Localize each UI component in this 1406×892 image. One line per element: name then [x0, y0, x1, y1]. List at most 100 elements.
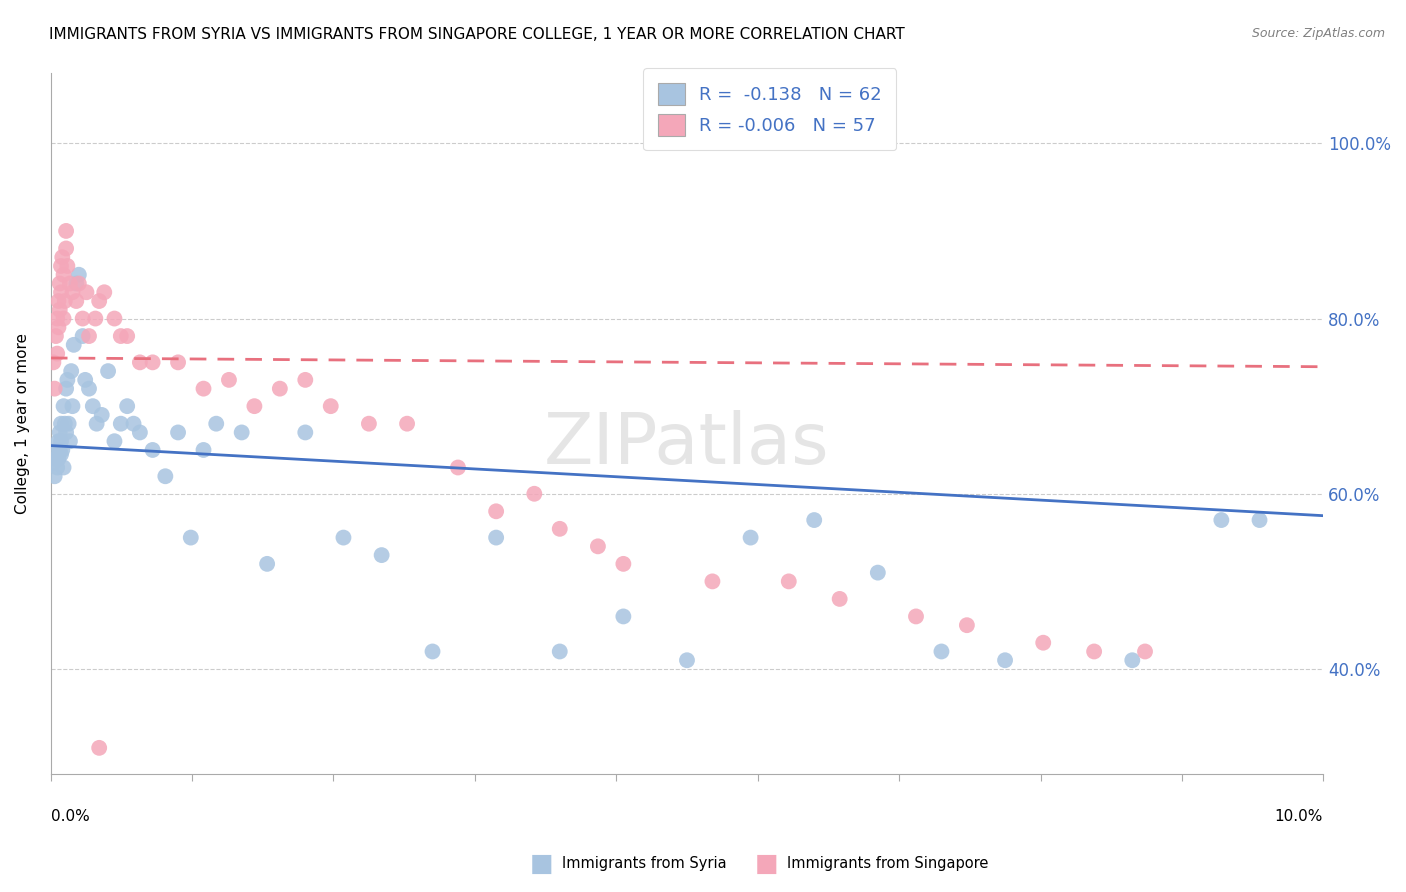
Point	[89, 293, 111, 308]
Point	[45, 451, 67, 466]
Point	[193, 442, 215, 457]
Point	[48, 451, 70, 466]
Point	[103, 311, 125, 326]
Point	[612, 557, 634, 571]
Point	[485, 504, 508, 518]
Point	[142, 355, 165, 369]
Point	[97, 364, 120, 378]
Point	[60, 364, 83, 378]
Point	[269, 382, 291, 396]
Point	[46, 460, 69, 475]
Point	[422, 644, 444, 658]
Point	[115, 399, 138, 413]
Point	[72, 311, 94, 326]
Text: ■: ■	[530, 852, 553, 875]
Point	[778, 574, 800, 589]
Point	[548, 644, 571, 658]
Legend: R =  -0.138   N = 62, R = -0.006   N = 57: R = -0.138 N = 62, R = -0.006 N = 57	[643, 69, 896, 150]
Point	[52, 460, 75, 475]
Point	[56, 259, 79, 273]
Point	[49, 434, 72, 449]
Point	[75, 373, 97, 387]
Point	[396, 417, 419, 431]
Point	[52, 399, 75, 413]
Point	[612, 609, 634, 624]
Point	[167, 425, 190, 440]
Point	[55, 382, 77, 396]
Point	[77, 329, 100, 343]
Point	[49, 417, 72, 431]
Point	[49, 447, 72, 461]
Point	[1032, 636, 1054, 650]
Point	[48, 434, 70, 449]
Point	[44, 382, 66, 396]
Point	[155, 469, 177, 483]
Point	[231, 425, 253, 440]
Text: Immigrants from Singapore: Immigrants from Singapore	[787, 856, 988, 871]
Point	[205, 417, 228, 431]
Point	[62, 285, 84, 300]
Point	[84, 311, 107, 326]
Point	[52, 268, 75, 282]
Text: ■: ■	[755, 852, 778, 875]
Point	[53, 293, 76, 308]
Point	[58, 417, 80, 431]
Point	[42, 355, 65, 369]
Point	[319, 399, 342, 413]
Point	[48, 277, 70, 291]
Text: IMMIGRANTS FROM SYRIA VS IMMIGRANTS FROM SINGAPORE COLLEGE, 1 YEAR OR MORE CORRE: IMMIGRANTS FROM SYRIA VS IMMIGRANTS FROM…	[49, 27, 905, 42]
Point	[447, 460, 470, 475]
Point	[931, 644, 953, 658]
Point	[103, 434, 125, 449]
Point	[46, 311, 69, 326]
Point	[90, 408, 112, 422]
Point	[115, 329, 138, 343]
Point	[370, 548, 392, 562]
Point	[994, 653, 1017, 667]
Point	[218, 373, 240, 387]
Point	[1249, 513, 1271, 527]
Point	[48, 442, 70, 457]
Point	[48, 293, 70, 308]
Point	[42, 456, 65, 470]
Point	[1211, 513, 1233, 527]
Point	[89, 740, 111, 755]
Text: 10.0%: 10.0%	[1275, 809, 1323, 824]
Point	[128, 355, 150, 369]
Point	[55, 224, 77, 238]
Point	[586, 539, 609, 553]
Point	[75, 285, 97, 300]
Point	[548, 522, 571, 536]
Point	[49, 285, 72, 300]
Point	[294, 373, 316, 387]
Point	[48, 302, 70, 317]
Point	[82, 399, 104, 413]
Point	[180, 531, 202, 545]
Text: Immigrants from Syria: Immigrants from Syria	[562, 856, 727, 871]
Point	[485, 531, 508, 545]
Point	[256, 557, 278, 571]
Point	[55, 425, 77, 440]
Point	[53, 417, 76, 431]
Point	[45, 329, 67, 343]
Point	[77, 382, 100, 396]
Point	[110, 329, 132, 343]
Point	[67, 277, 90, 291]
Point	[128, 425, 150, 440]
Point	[93, 285, 115, 300]
Point	[243, 399, 266, 413]
Point	[65, 293, 87, 308]
Point	[122, 417, 145, 431]
Point	[740, 531, 762, 545]
Point	[44, 469, 66, 483]
Point	[46, 442, 69, 457]
Point	[167, 355, 190, 369]
Point	[59, 277, 82, 291]
Point	[523, 487, 546, 501]
Point	[332, 531, 354, 545]
Point	[62, 338, 84, 352]
Point	[803, 513, 825, 527]
Point	[676, 653, 699, 667]
Point	[48, 320, 70, 334]
Point	[51, 442, 73, 457]
